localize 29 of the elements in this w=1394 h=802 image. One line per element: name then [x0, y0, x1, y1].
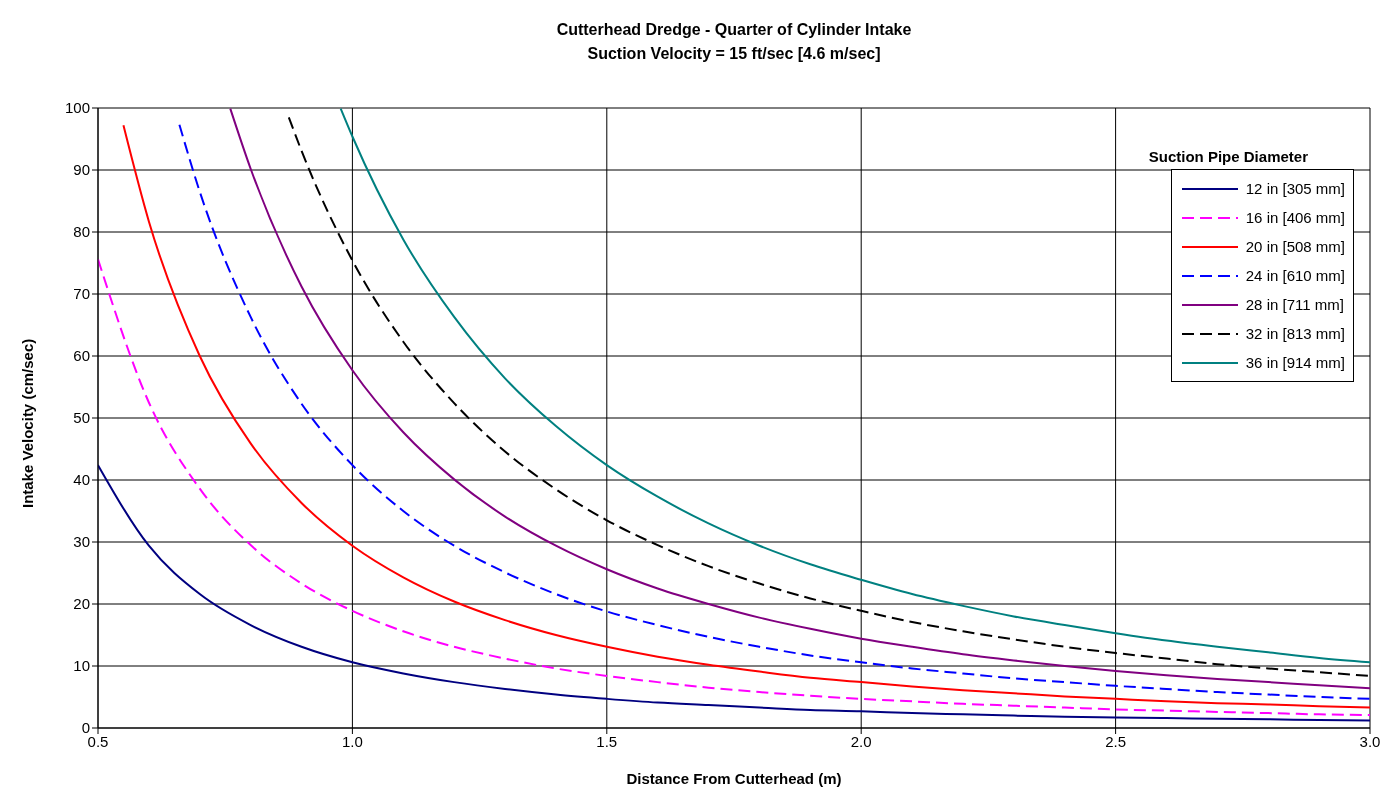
legend-label: 28 in [711 mm]: [1245, 296, 1344, 313]
legend-label: 16 in [406 mm]: [1245, 209, 1345, 226]
y-tick-label: 60: [73, 347, 90, 365]
y-tick-label: 80: [73, 223, 90, 241]
x-tick-label: 2.0: [850, 732, 872, 750]
legend-label: 20 in [508 mm]: [1245, 238, 1345, 255]
x-tick-label: 1.5: [596, 732, 618, 750]
legend-label: 12 in [305 mm]: [1245, 180, 1345, 197]
legend-label: 24 in [610 mm]: [1245, 267, 1345, 284]
legend-label: 32 in [813 mm]: [1245, 325, 1345, 342]
x-tick-label: 2.5: [1105, 732, 1127, 750]
y-tick-label: 100: [64, 99, 90, 117]
y-tick-label: 50: [73, 409, 90, 427]
y-tick-label: 70: [73, 285, 90, 303]
x-tick-label: 3.0: [1359, 732, 1381, 750]
y-tick-label: 10: [73, 657, 90, 675]
y-tick-label: 0: [81, 719, 90, 737]
y-axis-title: Intake Velocity (cm/sec): [19, 338, 37, 508]
x-tick-label: 0.5: [87, 732, 109, 750]
y-tick-label: 90: [73, 161, 90, 179]
legend-title: Suction Pipe Diameter: [1148, 148, 1309, 165]
y-tick-label: 20: [73, 595, 90, 613]
x-axis-title: Distance From Cutterhead (m): [626, 770, 842, 787]
y-tick-label: 40: [73, 471, 90, 489]
legend-label: 36 in [914 mm]: [1245, 354, 1345, 371]
x-tick-label: 1.0: [341, 732, 363, 750]
y-tick-label: 30: [73, 533, 90, 551]
chart-subtitle: Suction Velocity = 15 ft/sec [4.6 m/sec]: [586, 44, 882, 64]
chart-title: Cutterhead Dredge - Quarter of Cylinder Intake: [555, 20, 913, 40]
